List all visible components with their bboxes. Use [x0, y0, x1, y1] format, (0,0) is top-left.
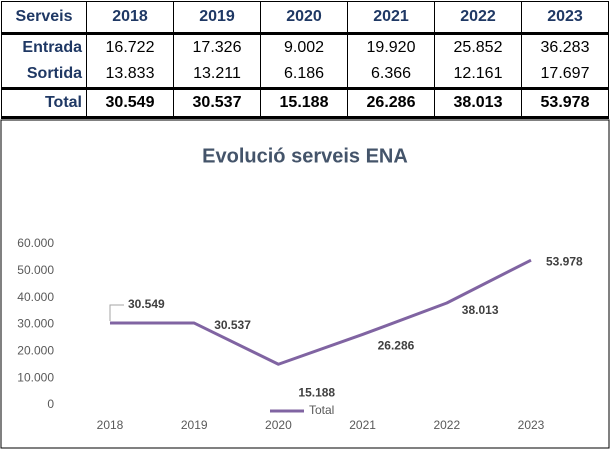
table-cell: 16.722: [86, 33, 174, 61]
table-cell: Total: [1, 87, 87, 119]
table-cell: 13.833: [86, 61, 174, 89]
x-tick-label: 2019: [181, 418, 208, 432]
table-cell: 12.161: [434, 61, 522, 89]
x-tick-label: 2022: [433, 418, 460, 432]
y-tick-label: 0: [47, 397, 54, 411]
data-label: 15.188: [298, 385, 335, 399]
y-tick-label: 50.000: [17, 263, 54, 277]
table-row: Serveis 2018 2019 2020 2021 2022 2023: [1, 1, 609, 35]
table-cell: 30.537: [173, 87, 261, 119]
table-row: Sortida 13.833 13.211 6.186 6.366 12.161 17.69…: [1, 61, 609, 89]
table-cell: 9.002: [260, 33, 348, 61]
x-tick-label: 2018: [97, 418, 124, 432]
table-cell: 53.978: [521, 87, 609, 119]
data-label: 30.537: [214, 318, 251, 332]
table-cell: 2023: [521, 1, 609, 35]
table-cell: 19.920: [347, 33, 435, 61]
table-cell: 26.286: [347, 87, 435, 119]
table-cell: Sortida: [1, 61, 87, 89]
x-tick-label: 2020: [265, 418, 292, 432]
chart-title: Evolució serveis ENA: [202, 145, 408, 167]
table-row: Total 30.549 30.537 15.188 26.286 38.013 53.97…: [1, 87, 609, 119]
table-cell: 36.283: [521, 33, 609, 61]
data-label: 26.286: [378, 339, 415, 353]
table-cell: 2020: [260, 1, 348, 35]
table-cell: Entrada: [1, 33, 87, 61]
x-tick-label: 2023: [518, 418, 545, 432]
y-tick-label: 40.000: [17, 290, 54, 304]
table-cell: 6.186: [260, 61, 348, 89]
data-table: Serveis 2018 2019 2020 2021 2022 2023 Entrada 16…: [1, 1, 609, 119]
table-cell: 2018: [86, 1, 174, 35]
y-tick-label: 10.000: [17, 370, 54, 384]
table-cell: 15.188: [260, 87, 348, 119]
table-cell: 13.211: [173, 61, 261, 89]
table-cell: 25.852: [434, 33, 522, 61]
y-tick-label: 20.000: [17, 344, 54, 358]
table-cell: Serveis: [1, 1, 87, 35]
chart-frame: [0, 119, 610, 449]
table-row: Entrada 16.722 17.326 9.002 19.920 25.852 36.2…: [1, 33, 609, 61]
leader-line: [109, 304, 124, 322]
data-label: 30.549: [128, 297, 165, 311]
x-tick-label: 2021: [349, 418, 376, 432]
table-cell: 17.326: [173, 33, 261, 61]
y-tick-label: 60.000: [17, 236, 54, 250]
line-series: [109, 258, 532, 366]
legend-label: Total: [309, 403, 334, 417]
table-cell: 6.366: [347, 61, 435, 89]
y-tick-label: 30.000: [17, 317, 54, 331]
data-label: 38.013: [462, 303, 499, 317]
table-cell: 17.697: [521, 61, 609, 89]
data-label: 53.978: [546, 254, 583, 268]
